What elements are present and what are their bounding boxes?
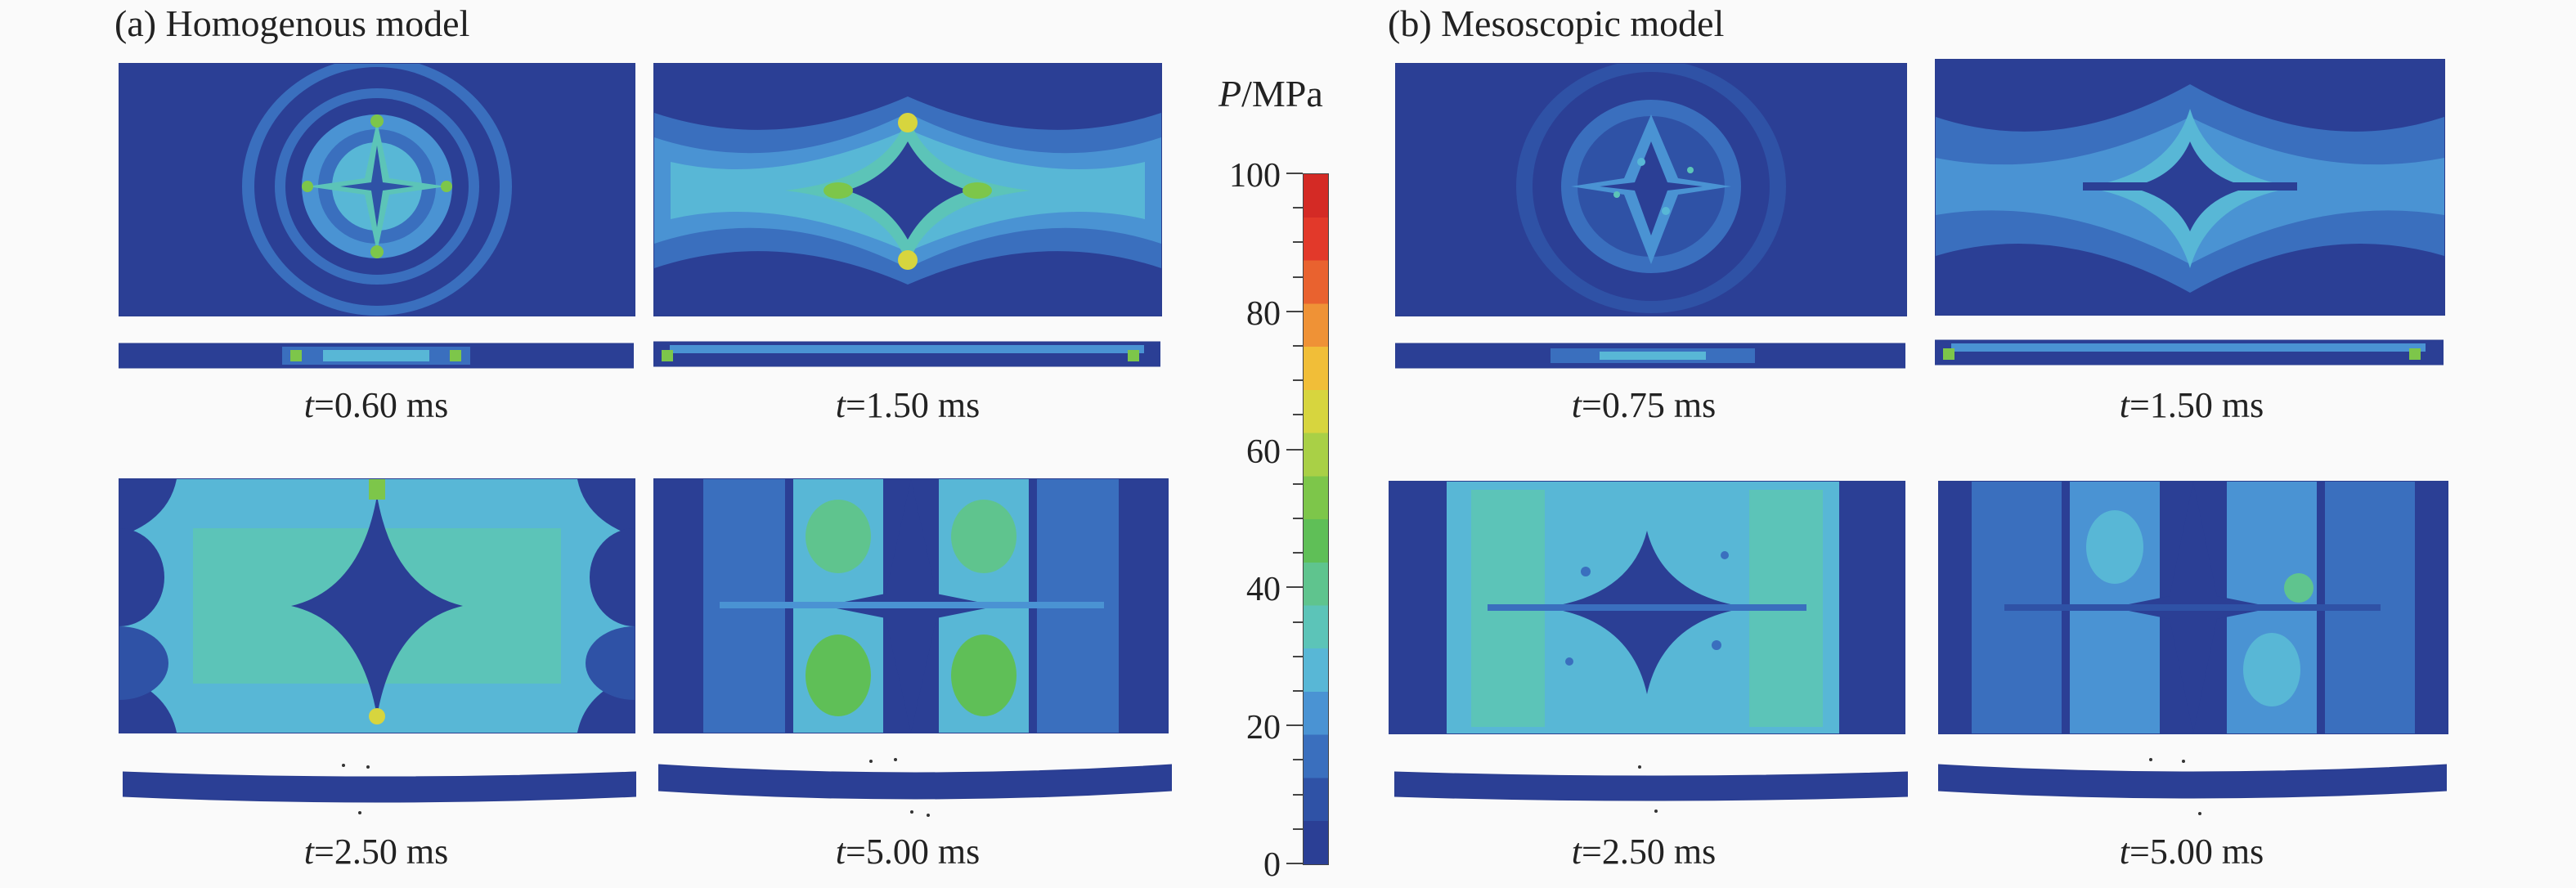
side-view-homogenous-t500 xyxy=(658,756,1172,818)
colorbar-tick xyxy=(1293,793,1303,796)
caption-mesoscopic-t250: t=2.50 ms xyxy=(1571,832,1717,872)
colorbar-tick xyxy=(1293,482,1303,485)
panel-a-title: (a) Homogenous model xyxy=(114,2,470,44)
colorbar-tick xyxy=(1293,621,1303,623)
colorbar-label-20: 20 xyxy=(1246,709,1281,747)
contour-homogenous-t060 xyxy=(119,63,635,316)
contour-homogenous-t500 xyxy=(653,478,1169,733)
colorbar xyxy=(1303,173,1329,865)
panel-b-title: (b) Mesoscopic model xyxy=(1388,2,1725,44)
contour-mesoscopic-t250 xyxy=(1389,481,1905,734)
colorbar-label-80: 80 xyxy=(1246,295,1281,333)
colorbar-tick xyxy=(1293,414,1303,416)
caption-mesoscopic-t500: t=5.00 ms xyxy=(2119,832,2264,872)
side-view-homogenous-t150 xyxy=(653,335,1160,371)
side-view-mesoscopic-t075 xyxy=(1395,340,1905,371)
side-view-mesoscopic-t500 xyxy=(1938,756,2447,818)
colorbar-tick xyxy=(1286,724,1303,727)
contour-mesoscopic-t150 xyxy=(1935,59,2445,316)
contour-homogenous-t250 xyxy=(119,478,635,733)
colorbar-label-60: 60 xyxy=(1246,433,1281,471)
colorbar-title: P/MPa xyxy=(1218,73,1323,114)
caption-homogenous-t500: t=5.00 ms xyxy=(835,832,981,872)
caption-mesoscopic-t075: t=0.75 ms xyxy=(1571,385,1717,425)
side-view-mesoscopic-t150 xyxy=(1935,334,2444,371)
colorbar-tick xyxy=(1293,207,1303,209)
colorbar-tick xyxy=(1293,518,1303,519)
contour-mesoscopic-t500 xyxy=(1938,481,2448,734)
colorbar-tick xyxy=(1286,173,1303,174)
caption-homogenous-t060: t=0.60 ms xyxy=(303,385,449,425)
colorbar-tick xyxy=(1293,552,1303,554)
colorbar-label-40: 40 xyxy=(1246,571,1281,608)
contour-mesoscopic-t075 xyxy=(1395,63,1907,316)
colorbar-tick xyxy=(1286,863,1303,864)
contour-homogenous-t150 xyxy=(653,63,1162,316)
caption-mesoscopic-t150: t=1.50 ms xyxy=(2119,385,2264,425)
colorbar-tick xyxy=(1293,276,1303,278)
colorbar-tick xyxy=(1293,379,1303,382)
caption-homogenous-t150: t=1.50 ms xyxy=(835,385,981,425)
colorbar-tick xyxy=(1293,345,1303,347)
colorbar-tick xyxy=(1293,241,1303,244)
side-view-mesoscopic-t250 xyxy=(1394,760,1908,818)
colorbar-tick xyxy=(1286,310,1303,312)
colorbar-tick xyxy=(1293,827,1303,830)
colorbar-ticks xyxy=(1286,173,1303,864)
colorbar-tick xyxy=(1286,448,1303,451)
colorbar-tick xyxy=(1293,655,1303,657)
colorbar-label-100: 100 xyxy=(1229,157,1281,195)
colorbar-tick xyxy=(1293,690,1303,692)
colorbar-label-0: 0 xyxy=(1263,846,1281,884)
side-view-homogenous-t250 xyxy=(123,760,636,818)
caption-homogenous-t250: t=2.50 ms xyxy=(303,832,449,872)
colorbar-tick xyxy=(1286,586,1303,589)
side-view-homogenous-t060 xyxy=(119,340,634,371)
colorbar-tick xyxy=(1293,759,1303,761)
